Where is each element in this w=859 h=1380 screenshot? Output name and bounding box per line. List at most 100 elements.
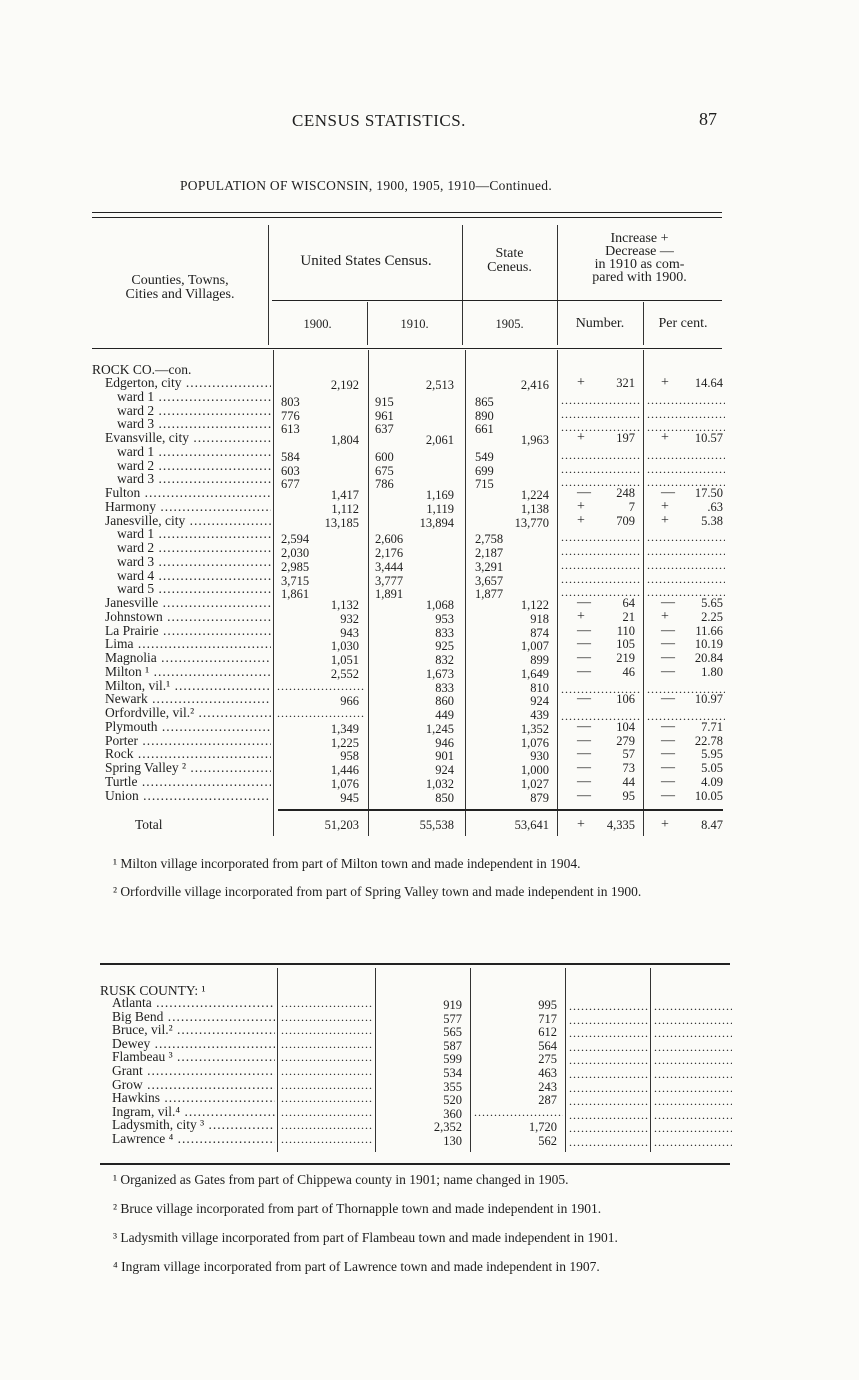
population-value: 13,894 [419, 515, 454, 530]
place-name: Lima [105, 637, 271, 651]
place-name: ward 1 [117, 527, 271, 541]
county-heading: RUSK COUNTY: ¹ [100, 984, 206, 998]
empty-cell [647, 448, 725, 462]
population-value: 1,000 [520, 763, 549, 777]
empty-cell [569, 1081, 648, 1095]
empty-cell [569, 1067, 648, 1081]
header-state-census: State Ceneus. [462, 247, 557, 275]
change-number: 104 [616, 719, 635, 734]
population-value: 3,657 [475, 573, 504, 588]
population-value: 2,176 [375, 546, 404, 560]
change-number: 44 [622, 774, 636, 789]
population-value: 603 [281, 463, 300, 478]
population-value: 717 [538, 1011, 557, 1026]
change-sign: + [661, 375, 669, 390]
population-value: 1,007 [520, 639, 549, 654]
divider [272, 300, 722, 301]
column-divider [277, 968, 278, 1152]
change-percent: .63 [707, 499, 723, 514]
population-value: 865 [475, 394, 494, 409]
empty-cell [569, 1013, 648, 1027]
place-name: ward 1 [117, 445, 271, 459]
change-sign: — [577, 746, 591, 762]
empty-cell [654, 999, 732, 1013]
place-name: Fulton [105, 486, 271, 500]
change-number: 110 [616, 623, 635, 638]
empty-cell [647, 530, 725, 544]
population-value: 1,804 [330, 433, 359, 447]
empty-cell [647, 407, 725, 421]
empty-cell [654, 1108, 732, 1122]
empty-cell [569, 1053, 648, 1067]
place-name: Edgerton, city [105, 376, 271, 390]
empty-cell [654, 1026, 732, 1040]
change-sign: — [661, 773, 675, 789]
population-value: 1,877 [475, 587, 504, 602]
empty-cell [654, 1040, 732, 1054]
population-value: 562 [538, 1134, 557, 1148]
change-number: 4,335 [606, 818, 635, 832]
change-percent: 4.09 [701, 774, 723, 789]
empty-cell [654, 1067, 732, 1081]
place-name: Flambeau ³ [112, 1050, 275, 1064]
change-sign: — [577, 650, 591, 665]
change-number: 197 [616, 431, 635, 445]
population-value: 1,027 [520, 776, 549, 791]
header-line: Increase + [610, 231, 669, 246]
place-name: Evansville, city [105, 431, 271, 445]
column-divider [465, 350, 466, 836]
change-sign: — [577, 787, 591, 803]
place-name: Hawkins [112, 1091, 275, 1105]
column-divider [643, 350, 644, 836]
place-name: ward 4 [117, 569, 271, 583]
empty-cell [654, 1053, 732, 1067]
population-value: 3,777 [375, 573, 404, 588]
place-name: Spring Valley ² [105, 761, 271, 775]
change-sign: + [661, 498, 669, 514]
change-number: 321 [616, 376, 635, 390]
header-number: Number. [575, 316, 625, 331]
change-sign: — [661, 746, 675, 762]
change-percent: 11.66 [695, 623, 723, 638]
population-value: 565 [443, 1025, 462, 1040]
header-percent: Per cent. [658, 316, 708, 331]
change-percent: 5.65 [701, 596, 723, 610]
population-value: 2,985 [281, 559, 310, 574]
population-value: 924 [435, 763, 454, 777]
change-percent: 5.05 [701, 761, 723, 775]
population-value: 439 [530, 708, 549, 722]
footnote: ¹ Milton village incorporated from part … [113, 856, 581, 871]
change-sign: + [577, 430, 585, 445]
change-percent: 5.95 [701, 747, 723, 762]
population-value: 925 [435, 639, 454, 654]
divider [557, 225, 558, 345]
empty-cell [654, 1081, 732, 1095]
population-value: 2,513 [425, 378, 454, 392]
change-percent: 7.71 [701, 719, 723, 734]
empty-cell [654, 1013, 732, 1027]
change-sign: — [661, 650, 675, 665]
population-value: 833 [435, 625, 454, 640]
place-name: Milton ¹ [105, 665, 271, 679]
population-value: 2,192 [330, 378, 359, 392]
population-value: 637 [375, 422, 394, 437]
column-divider [470, 968, 471, 1152]
empty-cell [569, 1135, 648, 1149]
empty-cell [281, 1118, 373, 1132]
change-number: 64 [622, 596, 636, 610]
divider [643, 302, 644, 345]
population-value: 879 [530, 790, 549, 805]
population-value: 549 [475, 449, 494, 464]
empty-cell [654, 1094, 732, 1108]
empty-cell [281, 1064, 373, 1078]
column-divider [375, 968, 376, 1152]
population-value: 961 [375, 408, 394, 423]
empty-cell [561, 530, 641, 544]
empty-cell [569, 1094, 648, 1108]
population-value: 966 [340, 694, 359, 709]
change-number: 279 [616, 733, 635, 748]
population-value: 1,132 [330, 598, 359, 612]
place-name: ward 5 [117, 582, 271, 596]
population-value: 130 [443, 1134, 462, 1148]
empty-cell [281, 1105, 373, 1119]
